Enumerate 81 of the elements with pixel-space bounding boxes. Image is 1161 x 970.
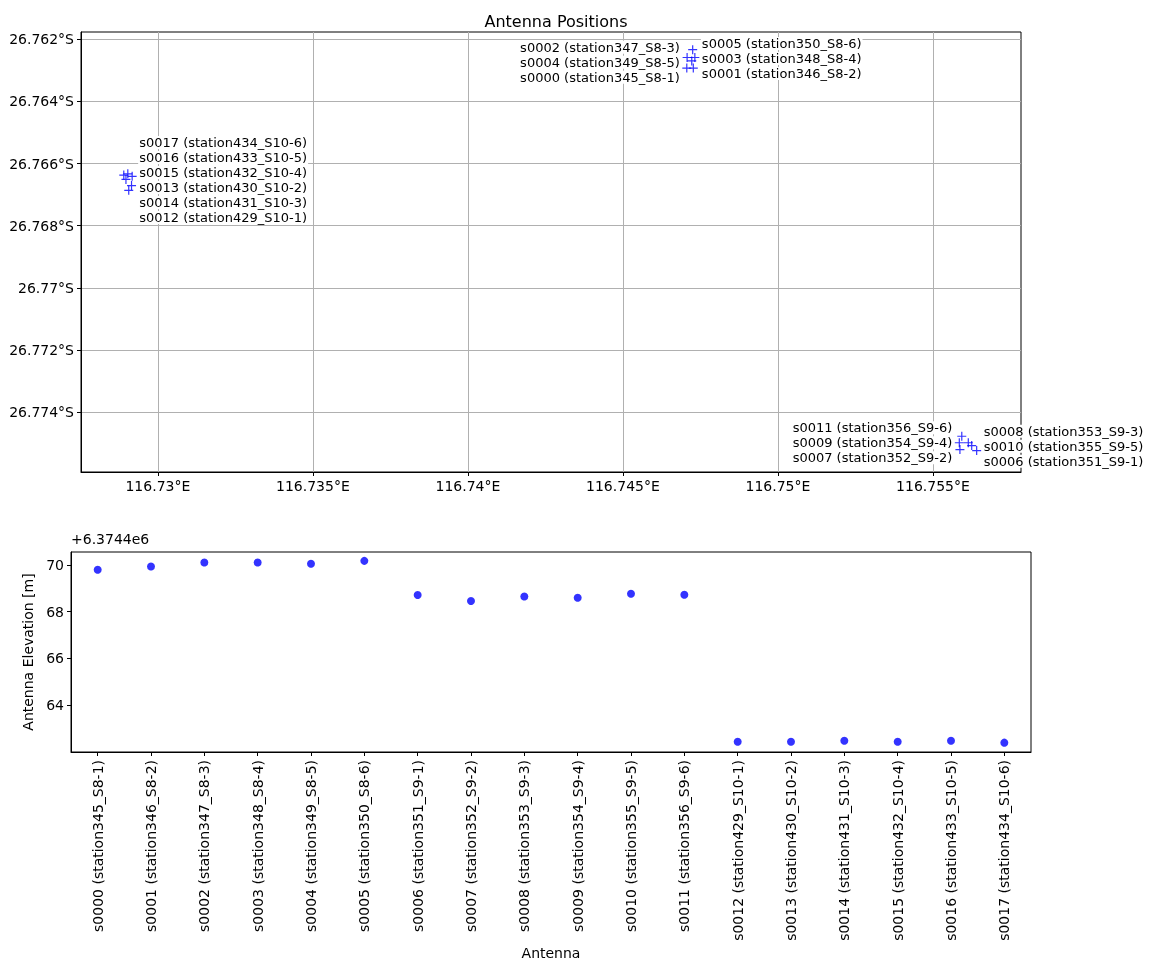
annotation: s0015 (station432_S10-4) (139, 165, 308, 181)
x-tick-label: 116.745°E (586, 478, 660, 494)
x-tick-label: s0007 (station352_S9-2) (463, 760, 479, 932)
chart-title: Antenna Positions (484, 11, 628, 31)
x-tick-label: s0014 (station431_S10-3) (836, 760, 853, 941)
annotation: s0005 (station350_S8-6) (701, 35, 862, 51)
x-tick-label: s0008 (station353_S9-3) (516, 760, 533, 932)
annotation: s0011 (station356_S9-6) (792, 420, 953, 436)
x-tick-label: s0006 (station351_S9-1) (409, 760, 426, 932)
y-tick-label: 26.77°S (18, 279, 75, 296)
point (681, 62, 692, 74)
point (627, 589, 635, 598)
y-tick-label: 26.768°S (9, 217, 75, 234)
x-tick-label: s0011 (station356_S9-6) (676, 760, 693, 932)
annotation: s0001 (station346_S8-2) (701, 65, 862, 81)
point (1000, 738, 1009, 747)
point (147, 562, 155, 571)
y-tick-label: 66 (46, 650, 65, 667)
point (954, 444, 966, 455)
annotation: s0016 (station433_S10-5) (139, 150, 308, 166)
annotation: s0017 (station434_S10-6) (139, 135, 308, 151)
y-axis-title: Antenna Elevation [m] (20, 573, 37, 731)
point (360, 556, 369, 565)
point (733, 737, 742, 746)
x-tick-label: s0016 (station433_S10-5) (943, 760, 959, 941)
point (253, 558, 262, 567)
annotation: s0003 (station348_S8-4) (701, 50, 862, 66)
annotation: s0014 (station431_S10-3) (139, 195, 308, 211)
x-tick-label: s0000 (station345_S8-1) (89, 760, 106, 932)
x-tick-label: s0001 (station346_S8-2) (143, 760, 159, 932)
point (467, 597, 475, 606)
annotation: s0008 (station353_S9-3) (983, 423, 1144, 439)
y-tick-label: 26.772°S (9, 342, 75, 359)
x-tick-label: 116.755°E (896, 478, 970, 494)
point (947, 736, 955, 745)
point (413, 590, 422, 599)
point (688, 62, 699, 74)
point (573, 593, 582, 602)
text: +6.3744e6 (71, 531, 150, 547)
point (93, 565, 102, 574)
x-tick-label: s0005 (station350_S8-6) (356, 760, 373, 932)
x-tick-label: s0009 (station354_S9-4) (569, 760, 586, 932)
point (200, 558, 209, 567)
point (787, 737, 795, 746)
x-tick-label: s0010 (station355_S9-5) (623, 760, 639, 932)
y-tick-label: 26.762°S (9, 31, 75, 48)
x-tick-label: 116.75°E (745, 478, 811, 494)
annotation: s0000 (station345_S8-1) (520, 69, 680, 85)
x-tick-label: s0003 (station348_S8-4) (249, 760, 266, 932)
point (682, 52, 693, 63)
x-tick-label: s0015 (station432_S10-4) (889, 760, 906, 941)
point (118, 169, 129, 181)
x-tick-label: 116.74°E (435, 478, 501, 494)
annotation: s0007 (station352_S9-2) (792, 450, 953, 466)
y-tick-label: 26.766°S (9, 155, 75, 172)
x-tick-label: s0012 (station429_S10-1) (729, 760, 746, 941)
y-tick-label: 26.774°S (9, 404, 75, 421)
y-tick-label: 64 (46, 697, 65, 714)
y-tick-label: 68 (46, 603, 64, 620)
x-tick-label: 116.73°E (125, 478, 191, 494)
y-tick-label: 70 (46, 557, 64, 574)
annotation: s0006 (station351_S9-1) (983, 453, 1144, 469)
annotation: s0012 (station429_S10-1) (139, 210, 308, 226)
point (893, 737, 902, 746)
x-axis-title: Antenna (521, 944, 581, 961)
annotation: s0010 (station355_S9-5) (983, 438, 1144, 454)
annotation: s0004 (station349_S8-5) (520, 54, 680, 70)
annotation: s0013 (station430_S10-2) (139, 180, 308, 196)
point (686, 55, 697, 67)
y-tick-label: 26.764°S (9, 93, 75, 110)
point (307, 559, 315, 568)
x-tick-label: s0002 (station347_S8-3) (196, 760, 213, 932)
x-tick-label: s0017 (station434_S10-6) (996, 760, 1013, 941)
x-tick-label: s0013 (station430_S10-2) (783, 760, 799, 941)
point (520, 592, 529, 601)
annotation: s0002 (station347_S8-3) (520, 39, 680, 55)
x-tick-label: 116.735°E (276, 478, 350, 494)
annotation: s0009 (station354_S9-4) (792, 435, 953, 451)
x-tick-label: s0004 (station349_S8-5) (303, 760, 319, 932)
point (680, 590, 689, 599)
point (840, 736, 849, 745)
